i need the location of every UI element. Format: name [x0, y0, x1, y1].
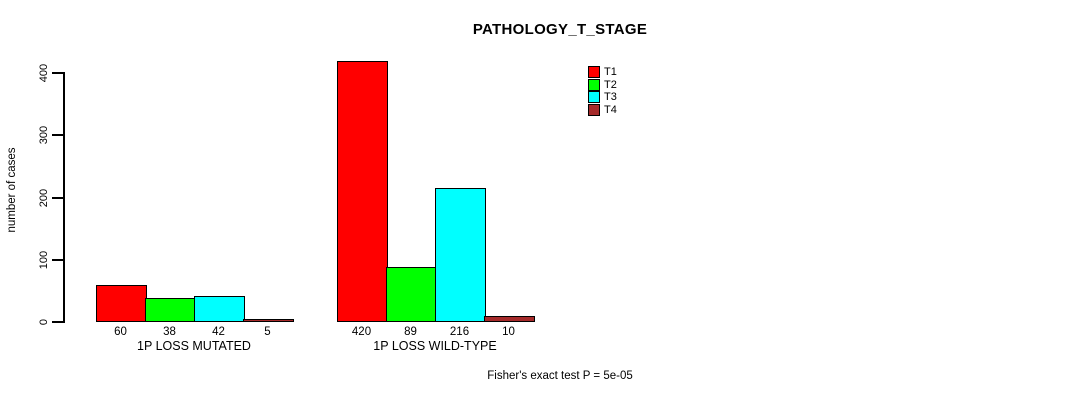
- y-tick-label: 100: [38, 250, 50, 270]
- y-tick: [52, 197, 64, 199]
- y-tick-label: 200: [38, 188, 50, 208]
- bar-value-label: 42: [212, 326, 225, 338]
- bar: [243, 319, 294, 322]
- bar-value-label: 89: [404, 326, 417, 338]
- bar: [145, 298, 196, 322]
- legend-swatch: [588, 66, 600, 78]
- annotation-text: Fisher's exact test P = 5e-05: [487, 370, 633, 382]
- y-tick-label: 300: [38, 125, 50, 145]
- legend-swatch: [588, 104, 600, 116]
- y-tick-label: 0: [38, 318, 50, 326]
- legend-label: T2: [604, 79, 617, 91]
- bar-value-label: 60: [114, 326, 127, 338]
- bar: [194, 296, 245, 322]
- y-tick: [52, 72, 64, 74]
- group-label: 1P LOSS MUTATED: [137, 339, 251, 353]
- bar: [337, 61, 388, 322]
- legend-label: T4: [604, 104, 617, 116]
- legend-label: T1: [604, 66, 617, 78]
- bar: [96, 285, 147, 322]
- y-axis-label: number of cases: [6, 147, 18, 233]
- bar-value-label: 216: [449, 326, 470, 338]
- group-label: 1P LOSS WILD-TYPE: [373, 339, 497, 353]
- y-tick: [52, 134, 64, 136]
- bar-value-label: 420: [351, 326, 372, 338]
- legend-swatch: [588, 91, 600, 103]
- legend-label: T3: [604, 91, 617, 103]
- legend-swatch: [588, 79, 600, 91]
- y-tick-label: 400: [38, 63, 50, 83]
- bar-value-label: 10: [502, 326, 515, 338]
- y-tick: [52, 321, 64, 323]
- bar: [484, 316, 535, 322]
- y-axis-line: [63, 72, 65, 323]
- bar-value-label: 38: [163, 326, 176, 338]
- bar: [386, 267, 437, 322]
- bar: [435, 188, 486, 322]
- bar-value-label: 5: [264, 326, 271, 338]
- y-tick: [52, 259, 64, 261]
- chart-title: PATHOLOGY_T_STAGE: [472, 21, 648, 38]
